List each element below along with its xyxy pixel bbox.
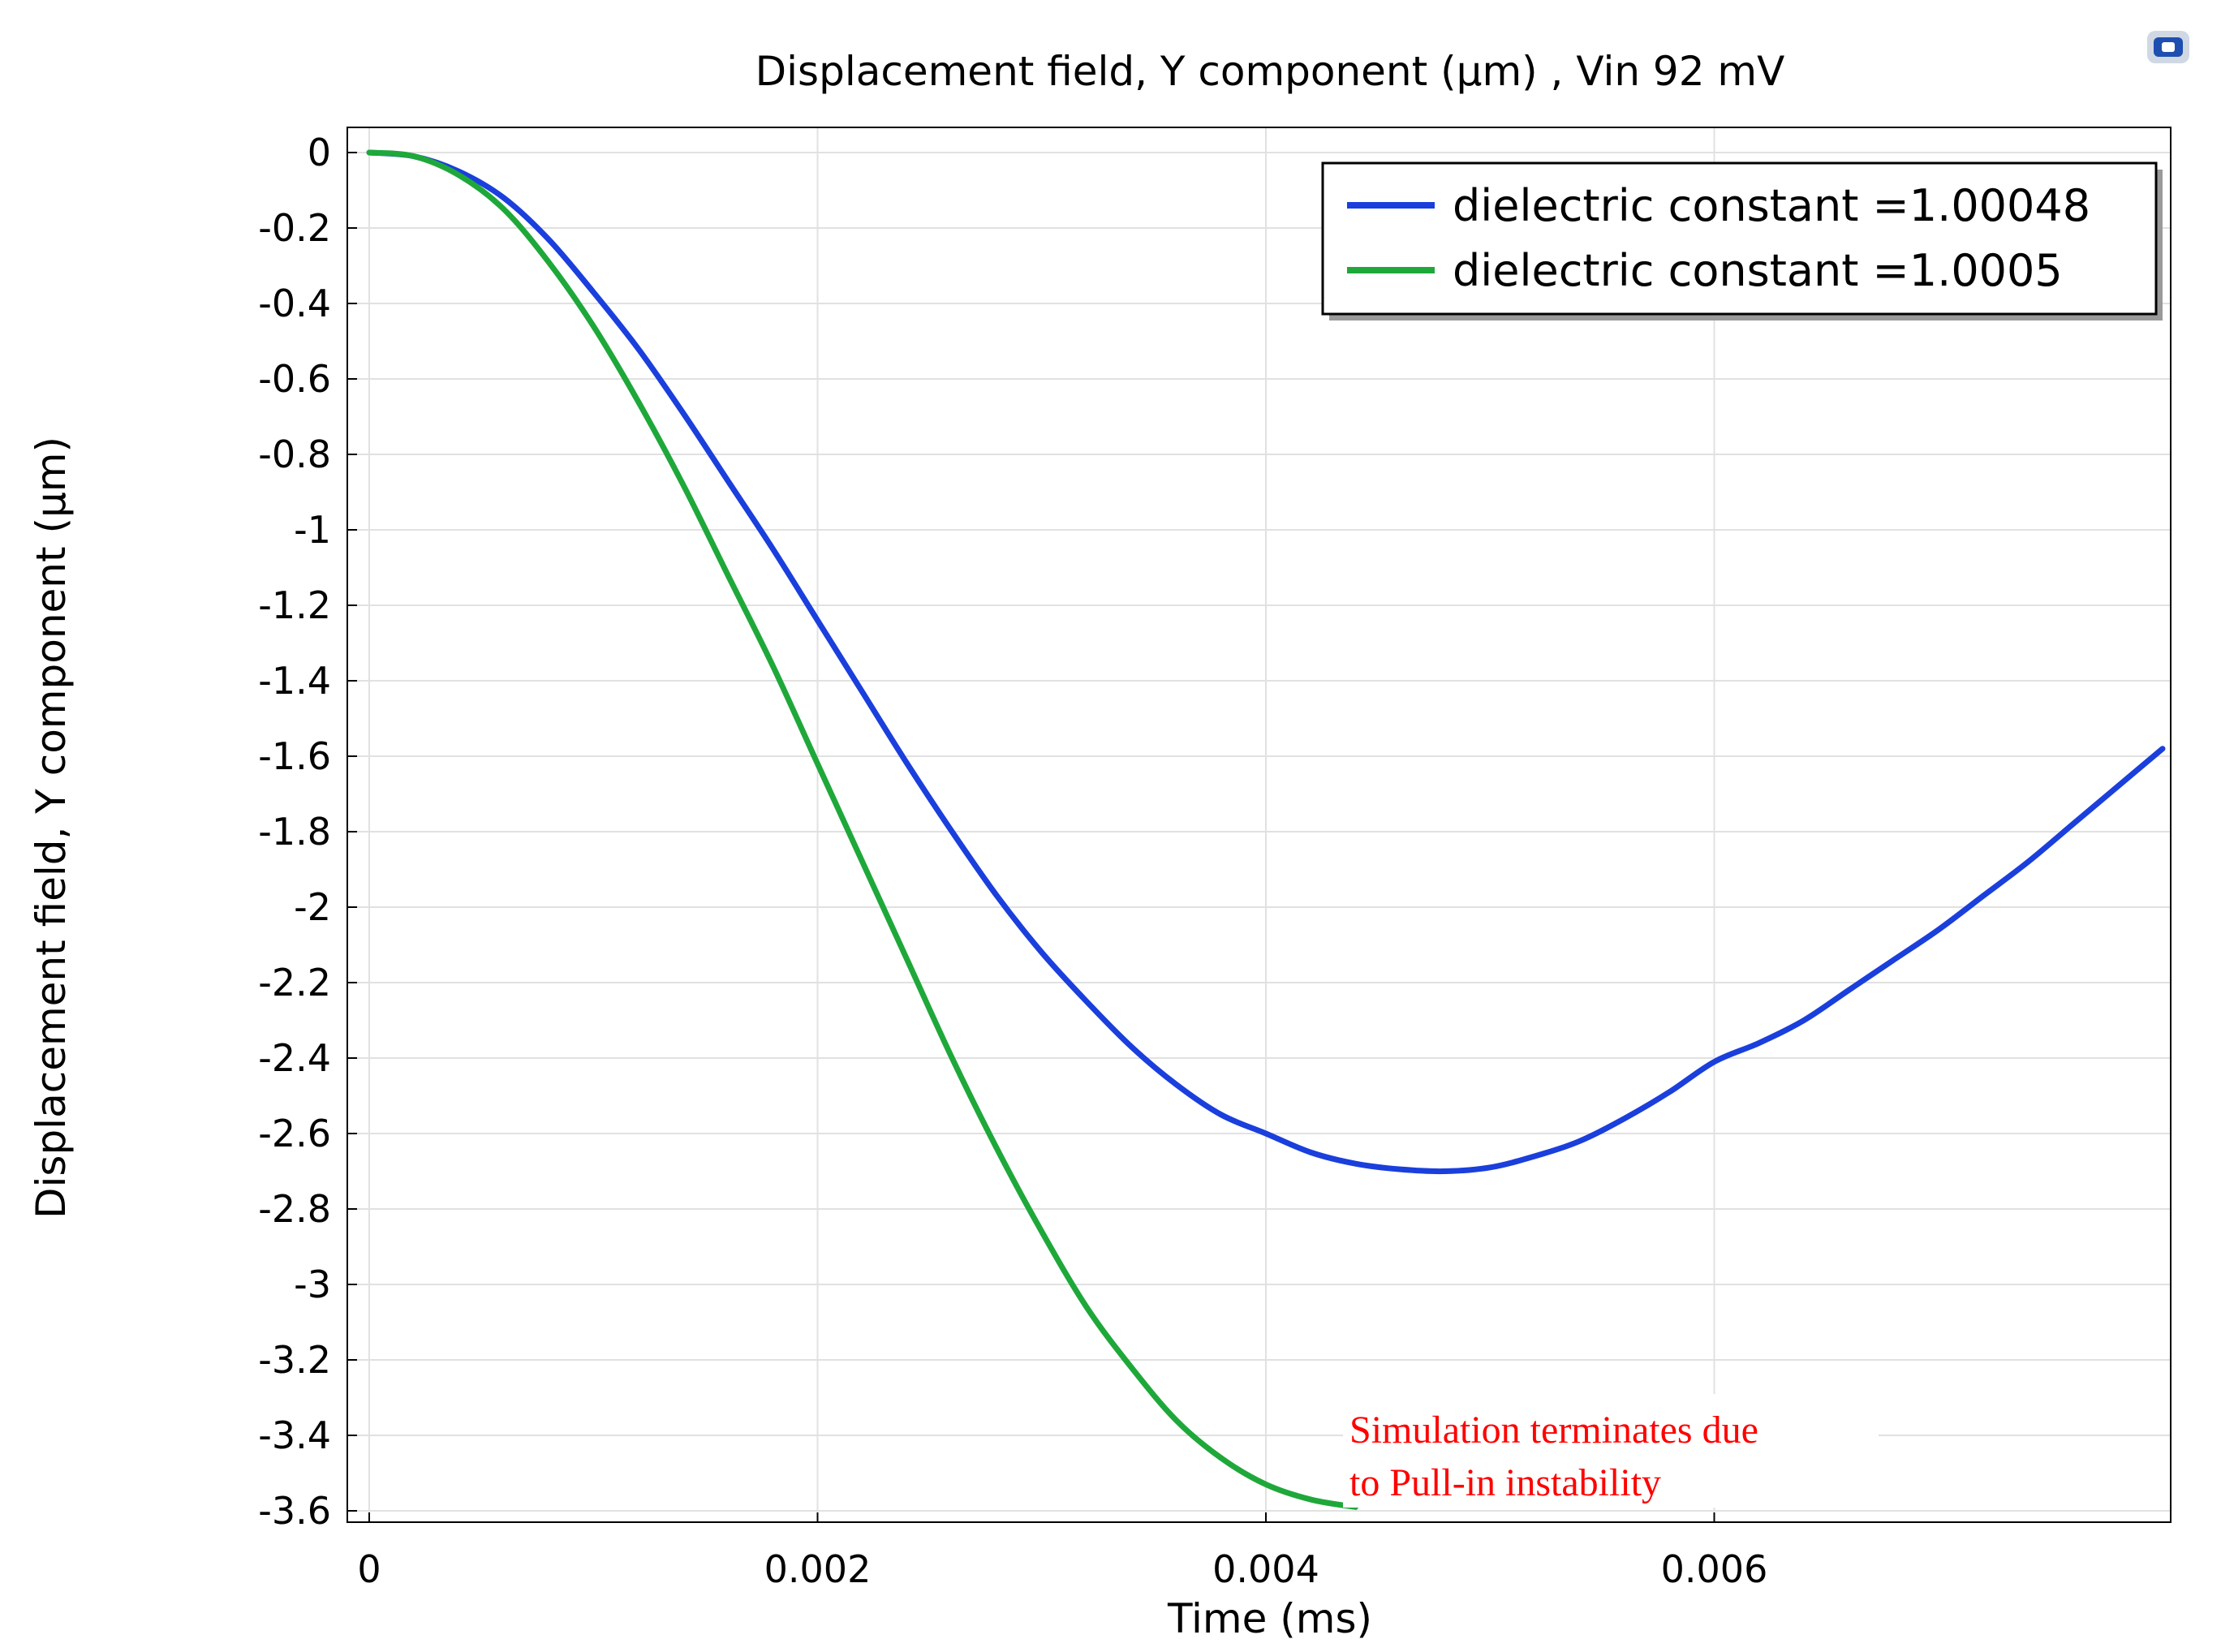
- y-tick-label: -1: [294, 508, 331, 552]
- y-tick-label: -3: [294, 1263, 331, 1306]
- y-tick-label: -1.4: [258, 659, 331, 703]
- y-tick-label: -3.2: [258, 1338, 331, 1382]
- y-tick-label: -2.4: [258, 1036, 331, 1080]
- y-tick-label: -0.6: [258, 357, 331, 401]
- app-logo-icon: [2147, 31, 2189, 63]
- y-tick-label: -1.6: [258, 734, 331, 778]
- chart-title: Displacement field, Y component (µm) , V…: [755, 48, 1785, 95]
- series-layer: [366, 149, 2166, 1510]
- y-tick-label: -2.8: [258, 1187, 331, 1231]
- x-axis-ticks: 0 0.002 0.004 0.006: [357, 1512, 1767, 1591]
- x-axis-label: Time (ms): [1167, 1595, 1372, 1642]
- x-tick-label: 0: [357, 1547, 381, 1591]
- y-tick-label: -2.6: [258, 1112, 331, 1155]
- y-tick-label: -0.8: [258, 432, 331, 476]
- plot-frame: [346, 127, 2172, 1523]
- legend-box: [1321, 161, 2158, 316]
- y-axis-ticks: 0 -0.2 -0.4 -0.6 -0.8 -1 -1.2 -1.4 -1.6 -1.8 -2 -2.…: [258, 131, 357, 1533]
- series-line-1: [366, 149, 2166, 1175]
- x-tick-label: 0.006: [1661, 1547, 1768, 1591]
- y-tick-label: -1.8: [258, 810, 331, 854]
- y-tick-label: -2: [294, 885, 331, 929]
- annotation: Simulation terminates due to Pull-in ins…: [1343, 1394, 1879, 1508]
- x-tick-label: 0.002: [764, 1547, 872, 1591]
- y-tick-label: -2.2: [258, 961, 331, 1005]
- annotation-line-2: to Pull-in instability: [1349, 1461, 1661, 1504]
- x-tick-label: 0.004: [1212, 1547, 1319, 1591]
- legend: dielectric constant =1.00048 dielectric …: [1321, 161, 2163, 321]
- y-tick-label: -3.4: [258, 1413, 331, 1457]
- series-line-2: [366, 149, 1358, 1510]
- y-tick-label: -1.2: [258, 583, 331, 627]
- legend-label-series-1: dielectric constant =1.00048: [1453, 180, 2090, 231]
- y-tick-label: -0.4: [258, 282, 331, 325]
- y-tick-label: -3.6: [258, 1489, 331, 1533]
- y-tick-label: -0.2: [258, 206, 331, 250]
- annotation-line-1: Simulation terminates due: [1349, 1409, 1758, 1452]
- legend-label-series-2: dielectric constant =1.0005: [1453, 245, 2063, 296]
- grid: [347, 127, 2171, 1522]
- y-axis-label: Displacement field, Y component (µm): [28, 437, 75, 1219]
- y-tick-label: 0: [308, 131, 331, 174]
- annotation-background: [1343, 1394, 1879, 1508]
